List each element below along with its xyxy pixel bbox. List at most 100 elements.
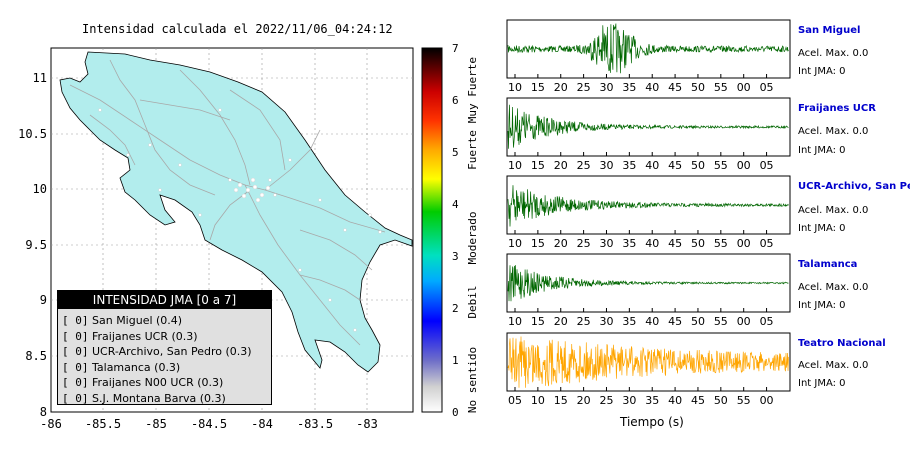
station-name: Fraijanes UCR xyxy=(798,103,876,114)
time-tick-label: 45 xyxy=(668,159,682,172)
latitude-labels: 11 10.5 10 9.5 9 8.5 8 xyxy=(18,71,47,419)
legend-level: [ 0] xyxy=(62,329,89,343)
colorbar-tick: 5 xyxy=(452,146,459,159)
legend-level: [ 0] xyxy=(62,314,89,327)
waveform-trace xyxy=(507,185,789,227)
colorbar-labels: Muy Fuerte Fuerte Moderado Debil No sent… xyxy=(466,57,479,413)
station-jma: Int JMA: 0 xyxy=(798,223,846,234)
legend-station: San Miguel (0.4) xyxy=(92,314,183,327)
time-tick-label: 30 xyxy=(599,315,613,328)
waveform-trace xyxy=(507,23,789,74)
waveform-trace xyxy=(507,104,789,149)
station-jma: Int JMA: 0 xyxy=(798,145,846,156)
legend-level: [ 0] xyxy=(62,345,89,359)
time-tick-label: 25 xyxy=(577,159,591,172)
time-axis-label: Tiempo (s) xyxy=(620,415,684,429)
road-network xyxy=(69,59,386,346)
legend-item: [ 0] S.J. Montana Barva (0.3) xyxy=(62,391,271,407)
colorbar-tick: 4 xyxy=(452,198,459,211)
time-tick-label: 55 xyxy=(714,315,728,328)
station-name: UCR-Archivo, San Pedro xyxy=(798,181,910,192)
station-accel: Acel. Max. 0.0 xyxy=(798,126,869,137)
seismogram-panels: 10 15 20 25 30 35 40 45 50 55 00 05 10 15 20 25 30 35 40 45… xyxy=(506,19,791,407)
time-tick-label: 55 xyxy=(714,237,728,250)
time-tick-label: 25 xyxy=(577,81,591,94)
time-tick-label: 45 xyxy=(668,315,682,328)
legend-station: S.J. Montana Barva (0.3) xyxy=(92,391,226,405)
seismogram-panel: 10 15 20 25 30 35 40 45 50 55 00 05 xyxy=(506,19,791,94)
time-tick-label: 40 xyxy=(668,394,682,407)
colorbar-label: Muy Fuerte xyxy=(466,57,479,123)
station-accel: Acel. Max. 0.0 xyxy=(798,205,869,216)
time-tick-label: 05 xyxy=(760,237,774,250)
time-tick-label: 55 xyxy=(714,159,728,172)
lat-tick: 8 xyxy=(40,405,47,419)
legend-level: [ 0] xyxy=(62,360,89,374)
colorbar-label: Moderado xyxy=(466,212,479,265)
time-tick-label: 10 xyxy=(508,315,522,328)
station-jma: Int JMA: 0 xyxy=(798,66,846,77)
longitude-labels: -86 -85.5 -85 -84.5 -84 -83.5 -83 xyxy=(40,417,378,431)
lat-tick: 10.5 xyxy=(18,127,47,141)
station-accel: Acel. Max. 0.0 xyxy=(798,48,869,59)
time-tick-label: 10 xyxy=(508,237,522,250)
time-tick-label: 15 xyxy=(531,237,545,250)
legend-level: [ 0] xyxy=(62,391,89,405)
time-tick-label: 35 xyxy=(645,394,659,407)
time-tick-label: 35 xyxy=(622,237,636,250)
colorbar-ticks: 7 6 5 4 3 2 1 0 xyxy=(452,42,459,419)
time-tick-label: 15 xyxy=(554,394,568,407)
time-tick-label: 50 xyxy=(691,81,705,94)
lat-tick: 8.5 xyxy=(25,349,47,363)
legend-item: [ 0] Fraijanes N00 UCR (0.3) xyxy=(62,375,271,391)
seismogram-panel: 10 15 20 25 30 35 40 45 50 55 00 05 xyxy=(506,253,791,328)
station-name: Teatro Nacional xyxy=(798,338,886,349)
station-jma: Int JMA: 0 xyxy=(798,300,846,311)
time-tick-label: 50 xyxy=(691,315,705,328)
legend-item: [ 0] Fraijanes UCR (0.3) xyxy=(62,329,271,345)
time-tick-label: 30 xyxy=(599,237,613,250)
time-tick-label: 05 xyxy=(760,315,774,328)
time-tick-label: 00 xyxy=(737,237,751,250)
time-tick-label: 20 xyxy=(577,394,591,407)
time-tick-label: 35 xyxy=(622,81,636,94)
waveform-trace xyxy=(507,265,789,302)
time-tick-label: 35 xyxy=(622,159,636,172)
time-tick-label: 05 xyxy=(508,394,522,407)
colorbar-tick: 1 xyxy=(452,354,459,367)
seismogram-panel: 10 15 20 25 30 35 40 45 50 55 00 05 xyxy=(506,97,791,172)
colorbar-tick: 0 xyxy=(452,406,459,419)
legend-item: [ 0] Talamanca (0.3) xyxy=(62,360,271,376)
colorbar-tick: 7 xyxy=(452,42,459,55)
colorbar-label: Debil xyxy=(466,285,479,318)
time-tick-label: 40 xyxy=(645,315,659,328)
time-tick-label: 10 xyxy=(531,394,545,407)
legend-item: [ 0] San Miguel (0.4) xyxy=(62,313,271,329)
seismogram-panel: 05 10 15 20 25 30 35 40 45 50 55 00 xyxy=(506,332,791,407)
lat-tick: 9 xyxy=(40,293,47,307)
time-tick-label: 50 xyxy=(691,237,705,250)
time-tick-label: 30 xyxy=(599,81,613,94)
lon-tick: -84.5 xyxy=(191,417,227,431)
time-tick-label: 00 xyxy=(737,159,751,172)
station-accel: Acel. Max. 0.0 xyxy=(798,360,869,371)
time-tick-label: 00 xyxy=(737,81,751,94)
lat-tick: 9.5 xyxy=(25,238,47,252)
time-tick-label: 40 xyxy=(645,237,659,250)
time-tick-label: 30 xyxy=(622,394,636,407)
time-tick-label: 15 xyxy=(531,159,545,172)
lon-tick: -84 xyxy=(251,417,273,431)
time-tick-label: 10 xyxy=(508,81,522,94)
colorbar-label: Fuerte xyxy=(466,130,479,170)
lon-tick: -83 xyxy=(356,417,378,431)
lon-tick: -85 xyxy=(145,417,167,431)
legend-list: [ 0] San Miguel (0.4) [ 0] Fraijanes UCR… xyxy=(58,309,271,407)
legend-station: Fraijanes N00 UCR (0.3) xyxy=(92,376,224,390)
station-name: San Miguel xyxy=(798,25,861,36)
time-tick-label: 15 xyxy=(531,315,545,328)
time-tick-label: 25 xyxy=(577,315,591,328)
intensity-legend: INTENSIDAD JMA [0 a 7] [ 0] San Miguel (… xyxy=(57,290,272,405)
legend-station: Fraijanes UCR (0.3) xyxy=(92,329,198,343)
time-tick-label: 35 xyxy=(622,315,636,328)
